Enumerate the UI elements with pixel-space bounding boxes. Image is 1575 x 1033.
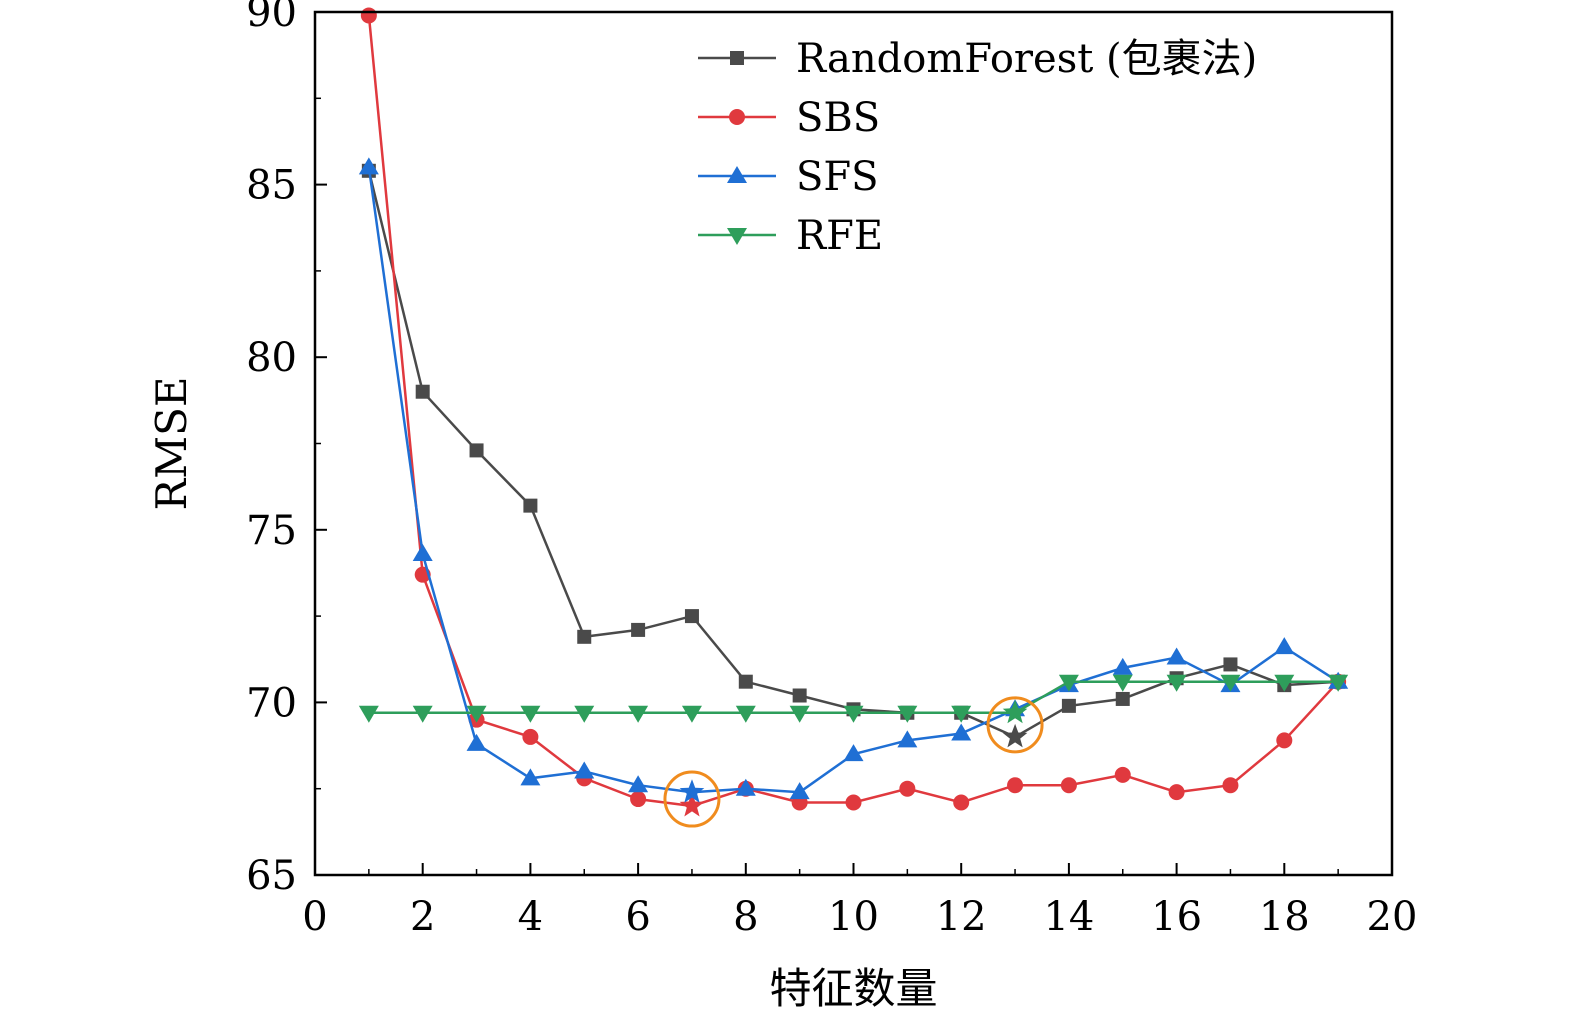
legend-swatch-marker xyxy=(727,166,747,183)
data-point-rfe xyxy=(520,705,541,723)
y-axis-label: RMSE xyxy=(147,376,196,510)
highlight-star-sfs xyxy=(679,779,705,803)
data-point-rfe xyxy=(843,705,864,723)
data-point-randomforest xyxy=(469,443,484,458)
x-tick-label: 8 xyxy=(733,894,758,940)
x-tick-label: 2 xyxy=(410,894,435,940)
x-axis-label: 特征数量 xyxy=(769,964,937,1013)
highlight-star-randomforest xyxy=(1002,723,1028,748)
data-point-randomforest xyxy=(738,674,753,689)
ticks-layer: 0 2 4 6 8 10 12 14 16 18 20 65 70 75 80 85 90 xyxy=(246,0,1417,940)
data-point-rfe xyxy=(897,705,918,723)
y-tick-label: 65 xyxy=(246,853,297,899)
legend-swatch-marker xyxy=(729,109,745,125)
data-point-rfe xyxy=(466,705,487,723)
legend-item-randomforest: RandomForest (包裹法) xyxy=(698,36,1257,82)
data-point-sfs xyxy=(843,744,864,762)
data-point-randomforest xyxy=(684,609,699,624)
data-point-sfs xyxy=(574,761,595,779)
data-point-sfs xyxy=(358,157,379,175)
data-point-randomforest xyxy=(792,688,807,703)
data-point-sbs xyxy=(1114,766,1131,783)
data-point-randomforest xyxy=(1115,691,1130,706)
highlight-star-sbs xyxy=(679,793,705,817)
legend-item-rfe: RFE xyxy=(698,213,883,259)
data-point-rfe xyxy=(735,705,756,723)
data-point-sbs xyxy=(1168,784,1185,801)
x-tick-label: 20 xyxy=(1367,894,1418,940)
legend-label: SFS xyxy=(796,154,879,200)
data-point-randomforest xyxy=(577,629,592,644)
x-tick-label: 10 xyxy=(828,894,879,940)
data-point-rfe xyxy=(412,705,433,723)
highlight-ring xyxy=(986,696,1044,754)
x-tick-label: 6 xyxy=(625,894,650,940)
data-point-sfs xyxy=(735,778,756,796)
data-point-sfs xyxy=(897,730,918,748)
data-point-sbs xyxy=(522,728,539,745)
legend-item-sbs: SBS xyxy=(698,95,880,141)
x-tick-label: 4 xyxy=(518,894,543,940)
legend-label: SBS xyxy=(796,95,880,141)
data-point-randomforest xyxy=(523,498,538,513)
data-point-rfe xyxy=(951,705,972,723)
y-tick-label: 85 xyxy=(246,163,297,209)
data-point-rfe xyxy=(1328,674,1349,692)
data-point-randomforest xyxy=(415,384,430,399)
data-point-sfs xyxy=(412,543,433,561)
legend: RandomForest (包裹法) SBS SFS RFE xyxy=(698,36,1257,259)
data-point-sfs xyxy=(628,775,649,793)
legend-label: RFE xyxy=(796,213,883,259)
data-point-sbs xyxy=(845,794,862,811)
data-point-sfs xyxy=(1274,637,1295,655)
data-point-rfe xyxy=(1112,674,1133,692)
highlight-star-rfe xyxy=(1002,699,1028,724)
data-point-rfe xyxy=(1166,674,1187,692)
data-point-rfe xyxy=(681,705,702,723)
data-point-sbs xyxy=(953,794,970,811)
legend-item-sfs: SFS xyxy=(698,154,879,200)
legend-label: RandomForest (包裹法) xyxy=(796,36,1257,82)
highlight-ring xyxy=(663,770,721,828)
x-tick-label: 0 xyxy=(302,894,327,940)
data-point-rfe xyxy=(1058,674,1079,692)
data-point-sbs xyxy=(1222,777,1239,794)
data-point-sbs xyxy=(899,780,916,797)
x-tick-label: 18 xyxy=(1259,894,1310,940)
series-rfe xyxy=(358,674,1349,723)
data-point-sbs xyxy=(360,7,377,24)
legend-swatch-marker xyxy=(727,228,747,245)
data-point-randomforest xyxy=(1223,657,1238,672)
data-point-sbs xyxy=(1007,777,1024,794)
data-point-randomforest xyxy=(631,622,646,637)
data-point-rfe xyxy=(1274,674,1295,692)
data-point-rfe xyxy=(628,705,649,723)
y-tick-label: 90 xyxy=(246,0,297,36)
data-point-sfs xyxy=(466,733,487,751)
data-point-sfs xyxy=(1112,657,1133,675)
data-point-randomforest xyxy=(1061,698,1076,713)
data-point-sbs xyxy=(1060,777,1077,794)
y-tick-label: 70 xyxy=(246,680,297,726)
data-point-sbs xyxy=(630,791,647,808)
data-point-rfe xyxy=(1220,674,1241,692)
data-point-rfe xyxy=(358,705,379,723)
data-point-rfe xyxy=(574,705,595,723)
y-tick-label: 75 xyxy=(246,508,297,554)
x-tick-label: 12 xyxy=(936,894,987,940)
data-point-sbs xyxy=(1276,732,1293,749)
x-tick-label: 16 xyxy=(1151,894,1202,940)
highlight-layer xyxy=(663,696,1044,828)
x-tick-label: 14 xyxy=(1043,894,1094,940)
data-point-sfs xyxy=(789,782,810,800)
series-line-sfs xyxy=(367,167,1339,794)
data-point-rfe xyxy=(789,705,810,723)
y-tick-label: 80 xyxy=(246,335,297,381)
legend-swatch-marker xyxy=(730,51,744,65)
data-point-sfs xyxy=(520,768,541,786)
data-point-sfs xyxy=(951,723,972,741)
data-point-sfs xyxy=(1166,647,1187,665)
